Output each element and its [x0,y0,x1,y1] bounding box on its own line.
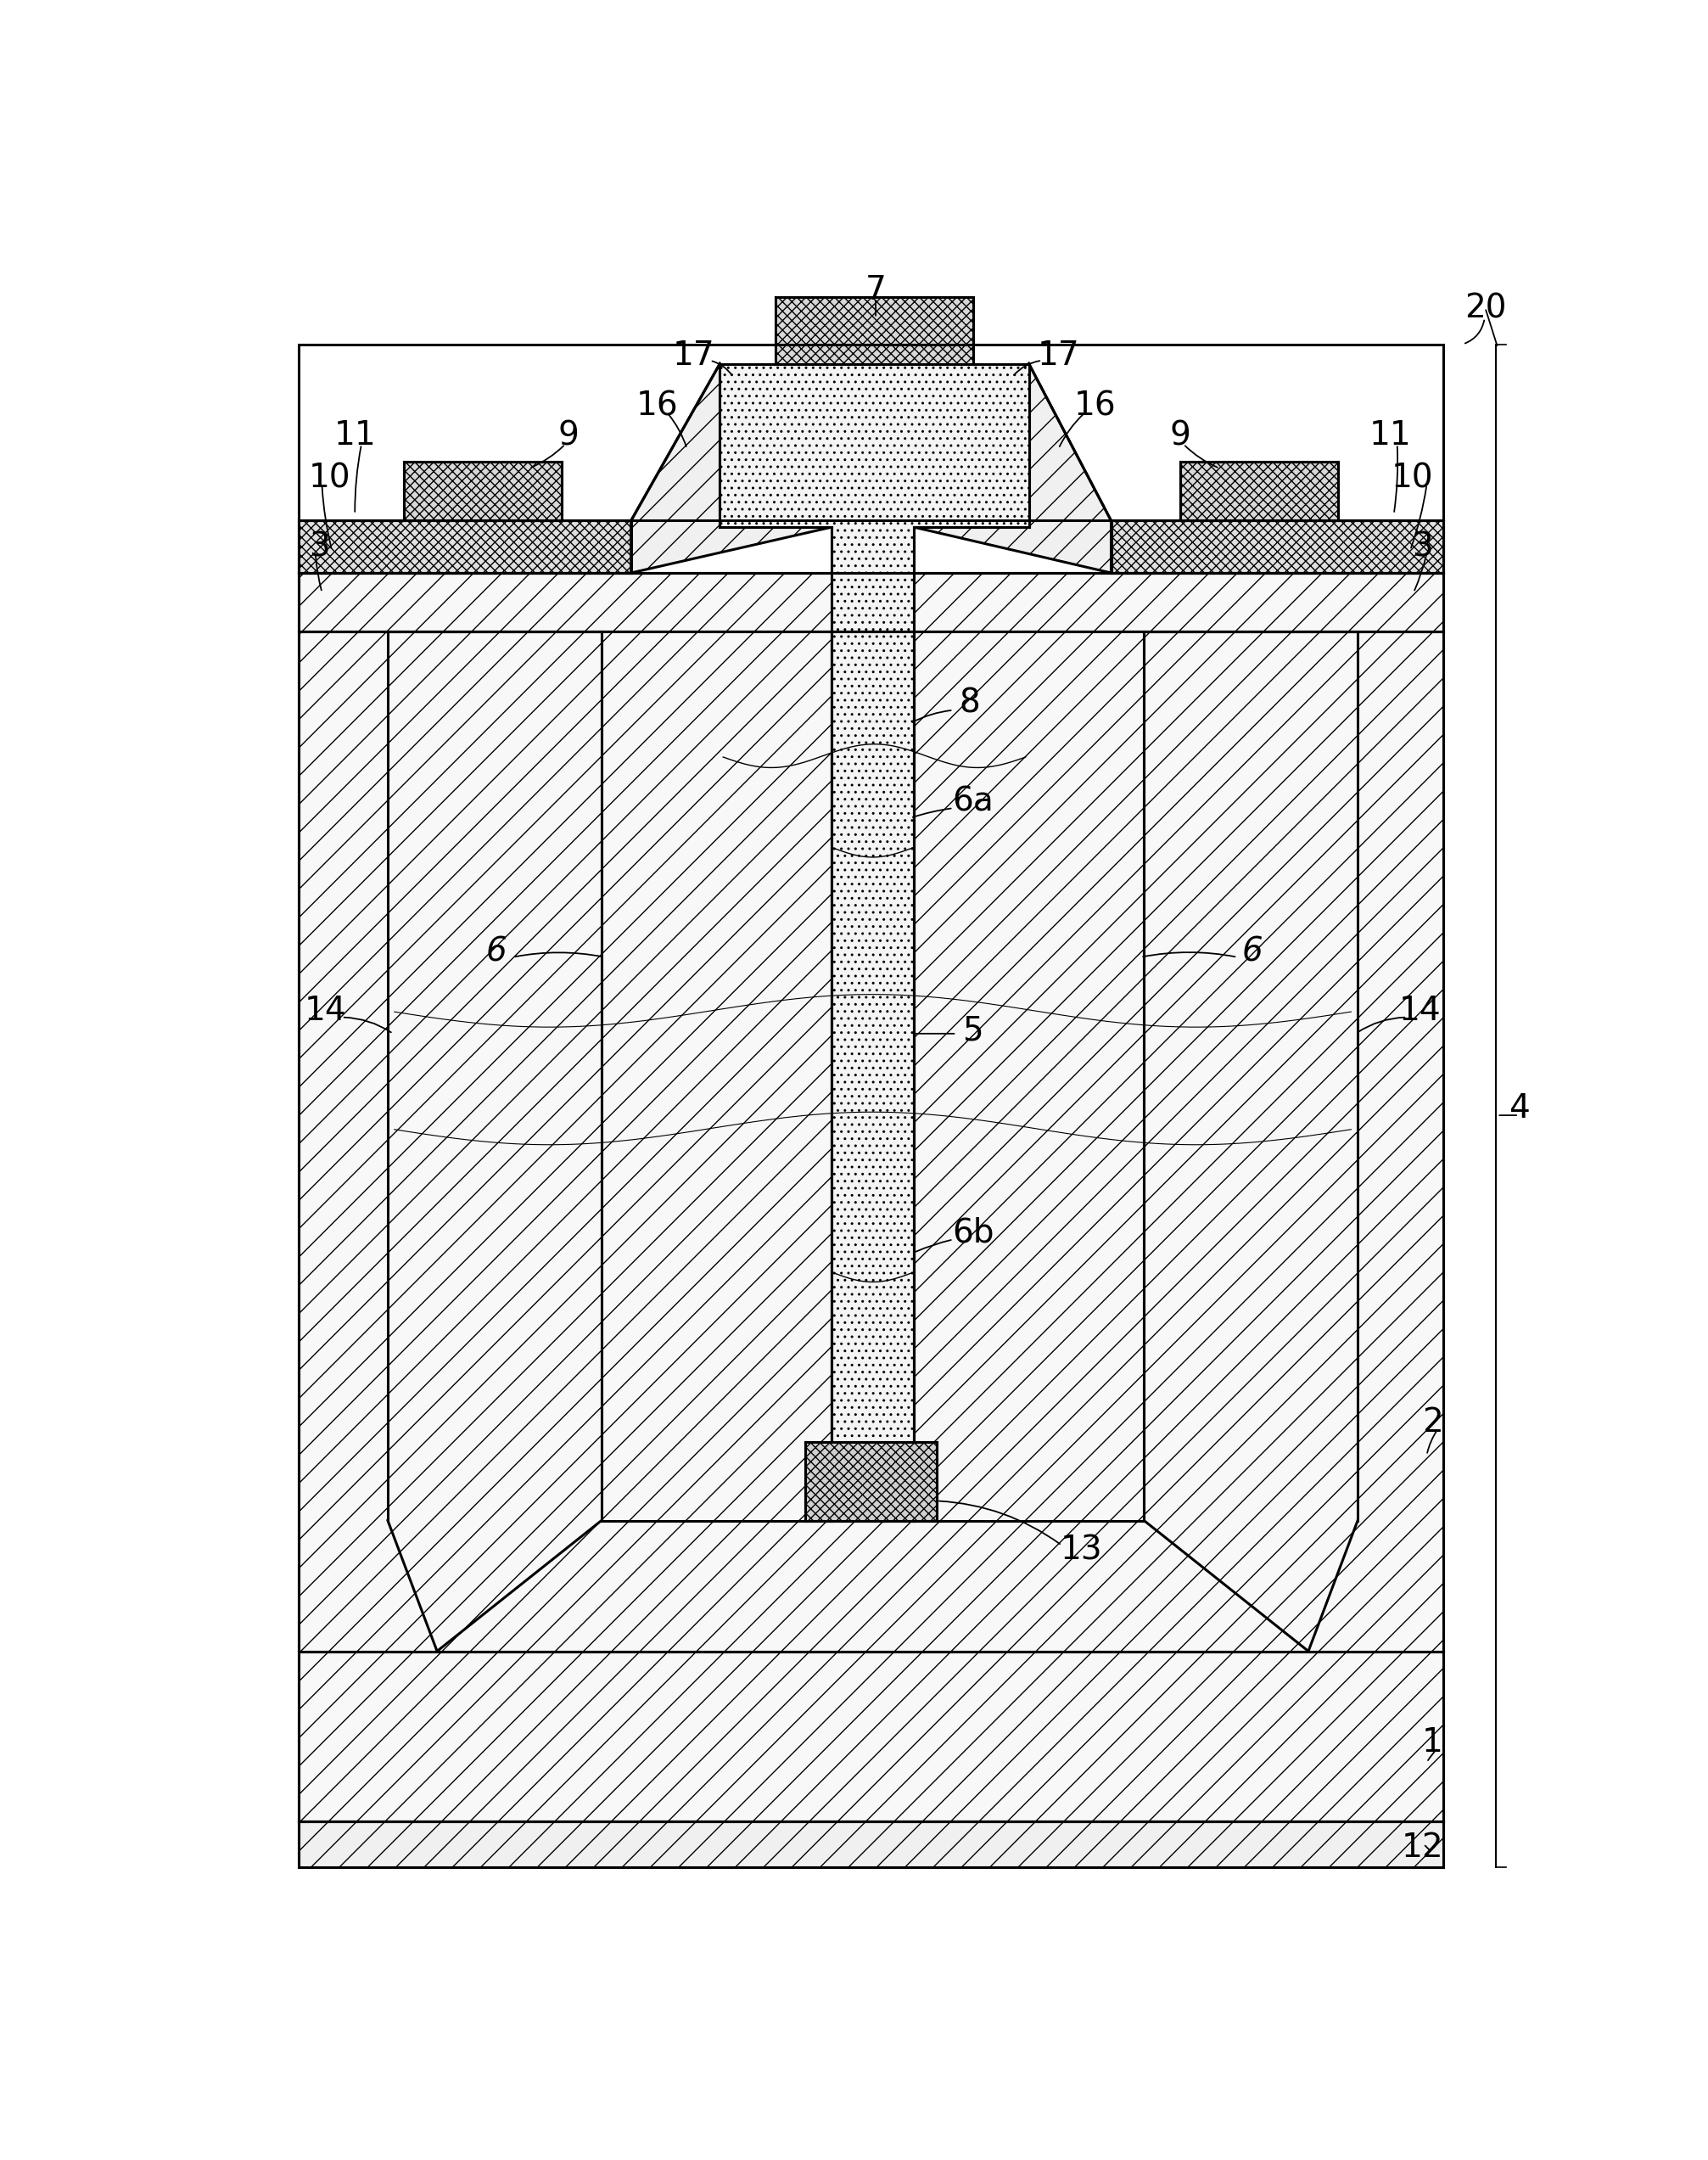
Text: 9: 9 [559,419,579,451]
Text: 9: 9 [1170,419,1190,451]
Polygon shape [299,1821,1443,1866]
Polygon shape [299,572,1443,631]
Polygon shape [914,631,1144,1521]
Polygon shape [1112,521,1443,572]
Polygon shape [299,631,1443,1650]
Text: 16: 16 [637,391,678,423]
Polygon shape [804,1443,936,1521]
Text: 3: 3 [1413,531,1433,564]
Text: 10: 10 [1392,462,1433,495]
Text: 17: 17 [1037,339,1079,372]
Text: 16: 16 [1074,391,1115,423]
Text: 14: 14 [304,994,347,1026]
Text: 6: 6 [1242,935,1262,968]
Polygon shape [775,298,974,363]
Text: 14: 14 [1399,994,1442,1026]
Text: 17: 17 [673,339,714,372]
Text: 11: 11 [333,419,376,451]
Polygon shape [832,631,914,1521]
Polygon shape [719,363,1028,631]
Text: 7: 7 [866,274,886,307]
Text: 1: 1 [1423,1726,1443,1758]
Text: 3: 3 [309,531,330,564]
Polygon shape [299,521,630,572]
Polygon shape [1112,521,1443,572]
Text: 5: 5 [963,1015,984,1045]
Polygon shape [601,631,832,1521]
Text: 6a: 6a [953,786,994,819]
Polygon shape [299,521,630,572]
Text: 4: 4 [1508,1093,1529,1125]
Text: 2: 2 [1423,1406,1443,1439]
Text: 8: 8 [960,687,980,719]
Polygon shape [299,1650,1443,1821]
Text: 11: 11 [1370,419,1413,451]
Polygon shape [405,462,562,521]
Text: 13: 13 [1061,1534,1103,1566]
Text: 6: 6 [485,935,507,968]
Polygon shape [630,363,832,572]
Text: 6b: 6b [951,1216,994,1248]
Text: 12: 12 [1401,1832,1443,1864]
Text: 10: 10 [309,462,350,495]
Text: 20: 20 [1465,292,1506,324]
Polygon shape [914,363,1112,572]
Polygon shape [1180,462,1337,521]
